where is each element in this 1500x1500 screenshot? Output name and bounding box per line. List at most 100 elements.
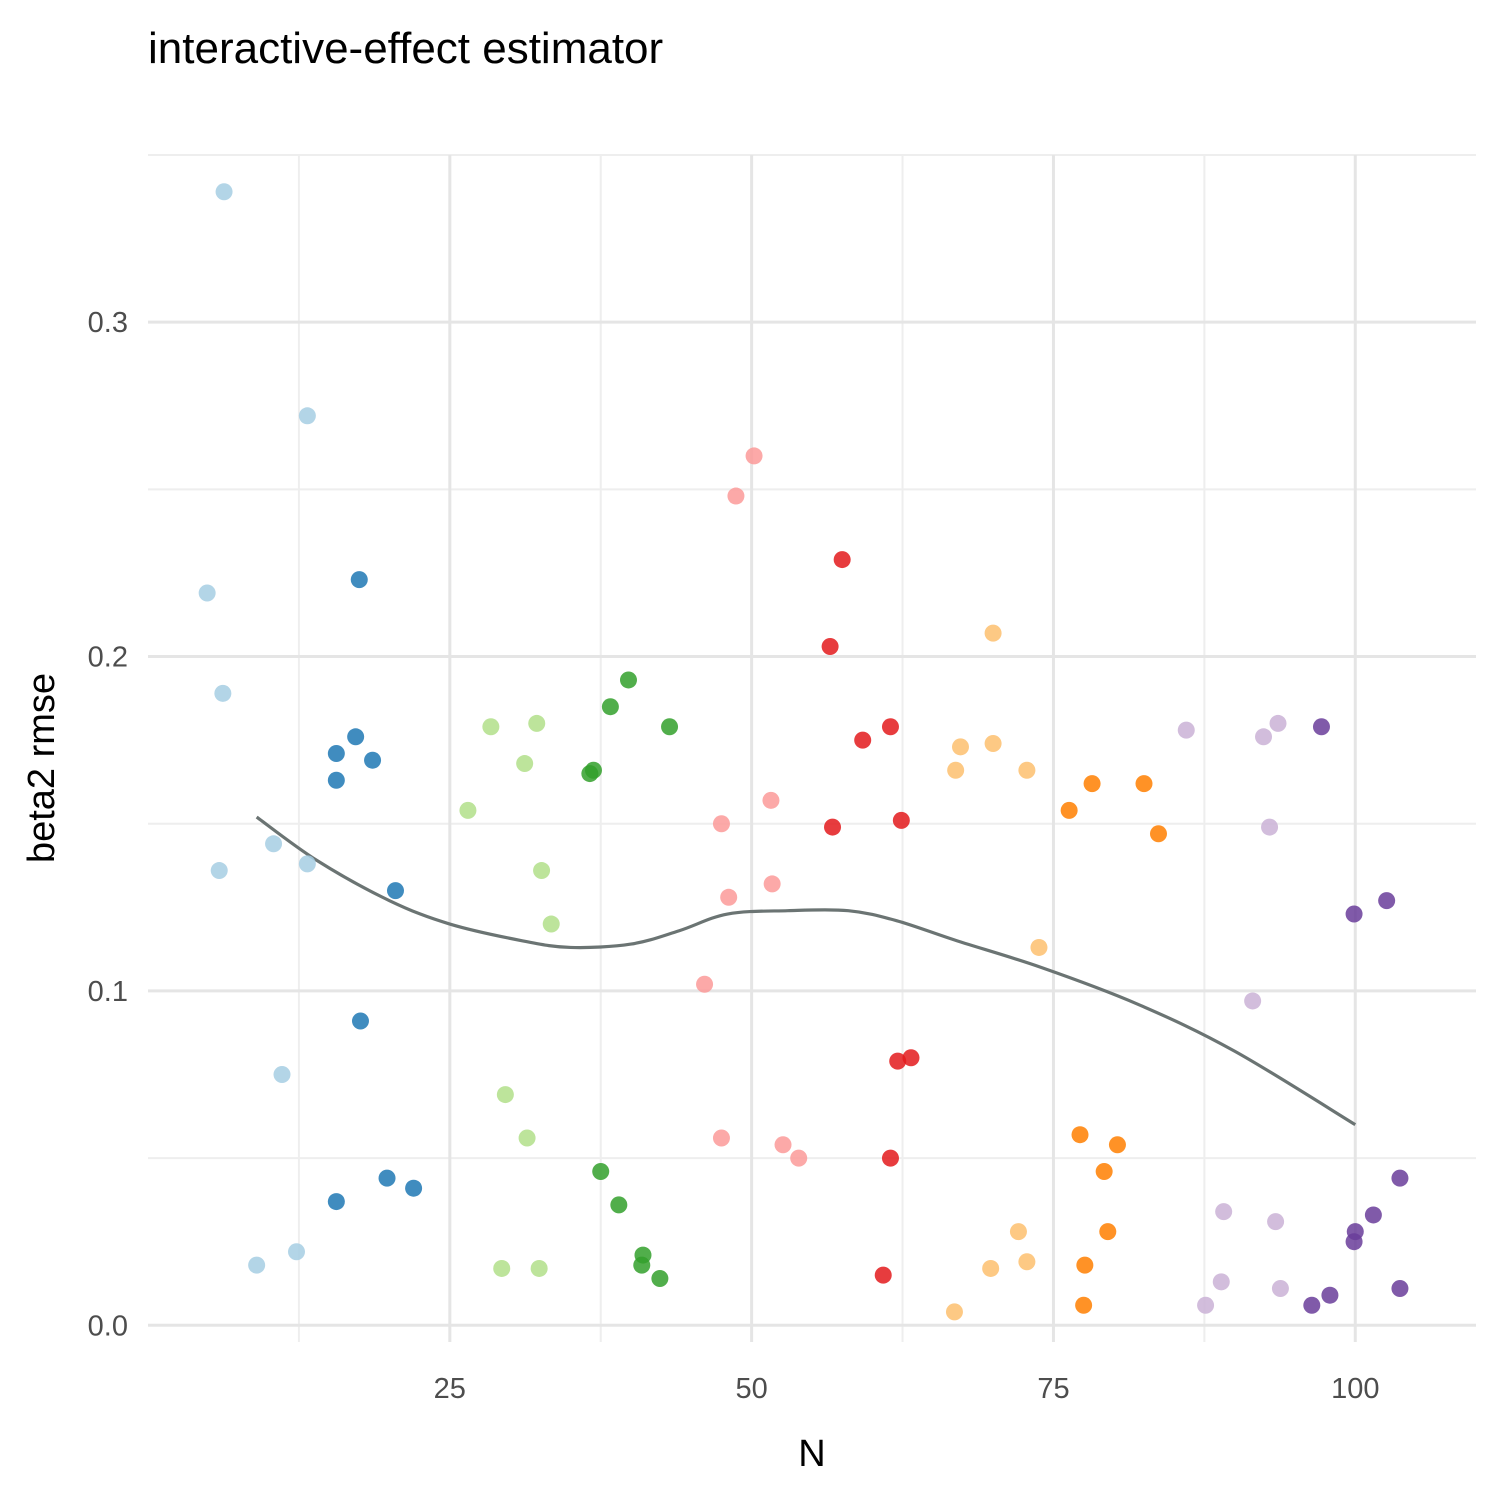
x-tick-label: 50	[736, 1373, 768, 1405]
data-point	[1215, 1203, 1233, 1221]
data-point	[516, 755, 534, 773]
data-point	[712, 815, 730, 833]
data-point	[633, 1256, 651, 1274]
data-point	[327, 771, 345, 789]
data-point	[378, 1169, 396, 1187]
data-point	[763, 875, 781, 893]
data-point	[459, 801, 477, 819]
data-point	[327, 745, 345, 763]
data-point	[1271, 1280, 1289, 1298]
data-point	[493, 1259, 511, 1277]
y-tick-label: 0.2	[88, 642, 128, 674]
data-point	[1321, 1286, 1339, 1304]
data-point	[214, 684, 232, 702]
y-tick-label: 0.1	[88, 976, 128, 1008]
x-tick-label: 25	[434, 1373, 466, 1405]
data-point	[945, 1303, 963, 1321]
data-point	[774, 1136, 792, 1154]
data-point	[1212, 1273, 1230, 1291]
trend-layer	[255, 815, 1357, 1127]
data-point	[298, 407, 316, 425]
data-point	[1030, 938, 1048, 956]
data-point	[273, 1066, 291, 1084]
data-point	[1071, 1126, 1089, 1144]
minor-gridlines	[148, 154, 1476, 1342]
y-tick-label: 0.3	[88, 307, 128, 339]
data-point	[601, 698, 619, 716]
y-tick-label: 0.0	[88, 1310, 128, 1342]
data-point	[874, 1266, 892, 1284]
data-point	[821, 638, 839, 656]
data-point	[530, 1259, 548, 1277]
data-point	[1312, 718, 1330, 736]
data-point	[619, 671, 637, 689]
data-point	[482, 718, 500, 736]
data-point	[1075, 1296, 1093, 1314]
data-point	[1135, 775, 1153, 793]
data-point	[298, 855, 316, 873]
data-point	[1108, 1136, 1126, 1154]
data-point	[1244, 992, 1262, 1010]
data-point	[1197, 1296, 1215, 1314]
data-point	[947, 761, 965, 779]
data-point	[210, 862, 228, 880]
data-point	[854, 731, 872, 749]
data-point	[951, 738, 969, 756]
chart-title: interactive-effect estimator	[148, 24, 663, 73]
data-point	[518, 1129, 536, 1147]
data-point	[1095, 1162, 1113, 1180]
data-point	[881, 718, 899, 736]
data-point	[892, 811, 910, 829]
data-point	[198, 584, 216, 602]
data-point	[720, 888, 738, 906]
data-point	[762, 791, 780, 809]
data-point	[287, 1243, 305, 1261]
data-point	[651, 1269, 669, 1287]
data-point	[984, 624, 1002, 642]
data-point	[824, 818, 842, 836]
data-point	[1364, 1206, 1382, 1224]
data-point	[1391, 1280, 1409, 1298]
data-point	[889, 1052, 907, 1070]
points-layer	[198, 183, 1409, 1321]
data-point	[1099, 1223, 1117, 1241]
data-point	[1060, 801, 1078, 819]
data-point	[1345, 905, 1363, 923]
x-tick-label: 75	[1037, 1373, 1069, 1405]
data-point	[712, 1129, 730, 1147]
data-point	[1149, 825, 1167, 843]
smooth-trend-line	[255, 815, 1357, 1127]
data-point	[533, 862, 551, 880]
data-point	[696, 975, 714, 993]
data-point	[1267, 1213, 1285, 1231]
data-point	[881, 1149, 899, 1167]
data-point	[1076, 1256, 1094, 1274]
data-point	[265, 835, 283, 853]
data-point	[727, 487, 745, 505]
data-point	[1255, 728, 1273, 746]
data-point	[1177, 721, 1195, 739]
data-point	[745, 447, 763, 465]
data-point	[984, 734, 1002, 752]
x-tick-label: 100	[1331, 1373, 1379, 1405]
data-point	[347, 728, 365, 746]
data-point	[902, 1049, 920, 1067]
data-point	[327, 1193, 345, 1211]
data-point	[248, 1256, 266, 1274]
data-point	[581, 765, 599, 783]
tick-labels: 25 50 75 100 0.0 0.1 0.2 0.3	[88, 307, 1380, 1405]
data-point	[350, 571, 368, 589]
major-gridlines	[148, 155, 1476, 1342]
data-point	[661, 718, 679, 736]
data-point	[1018, 1253, 1036, 1271]
data-point	[790, 1149, 808, 1167]
data-point	[982, 1259, 1000, 1277]
x-axis-label: N	[798, 1433, 825, 1475]
data-point	[592, 1162, 610, 1180]
data-point	[528, 714, 546, 732]
data-point	[542, 915, 560, 933]
data-point	[1009, 1223, 1027, 1241]
data-point	[496, 1086, 514, 1104]
data-point	[1083, 775, 1101, 793]
